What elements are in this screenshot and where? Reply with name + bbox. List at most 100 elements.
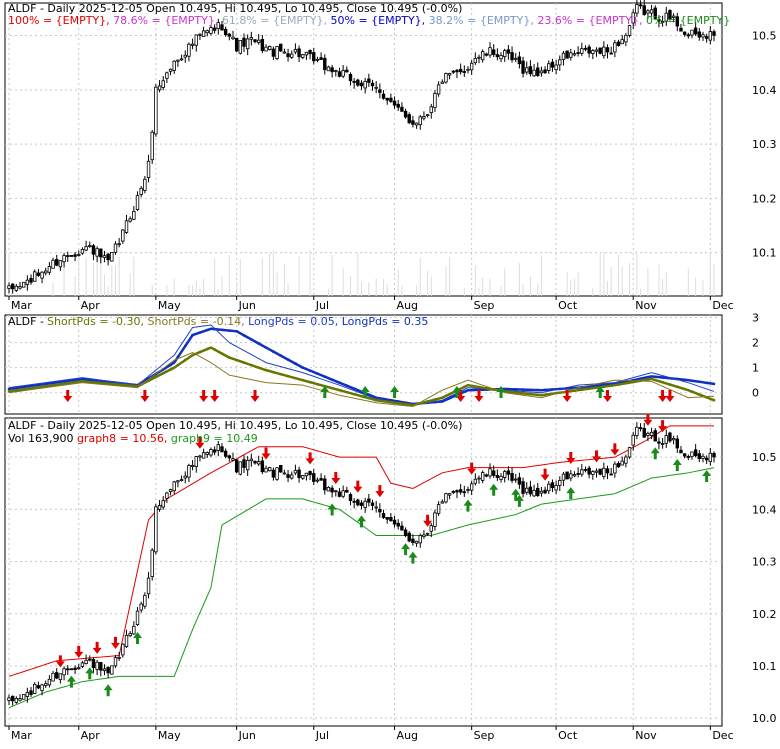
price-volume-bar (221, 276, 223, 296)
price-volume-bar (236, 282, 238, 296)
osc-series-marker (521, 392, 525, 395)
osc-series-marker (22, 388, 25, 391)
price2-up-arrow (401, 543, 411, 556)
price2-candle-body (143, 595, 147, 607)
osc-legend-item: LongPds = 0.05, (245, 315, 339, 328)
price-volume-bar (78, 255, 80, 296)
price-tick-label: 10.1 (752, 247, 777, 260)
price-candle-body (550, 61, 555, 68)
price2-candle-body (62, 668, 66, 676)
price-candle-body (102, 255, 107, 258)
price-volume-bar (474, 265, 476, 296)
price2-down-arrow (423, 514, 433, 527)
price-candle-body (337, 71, 342, 77)
osc-tick-label: 3 (752, 312, 759, 325)
price2-candle-body (451, 491, 455, 493)
price-candle-body (264, 46, 268, 52)
price-candle-body (330, 67, 334, 73)
price-candle-body (686, 34, 690, 37)
price-candle-body (282, 51, 287, 54)
price-candle-body (58, 260, 63, 268)
price-candle-body (77, 254, 81, 256)
osc-series-line (8, 352, 715, 407)
price-volume-bar (118, 256, 120, 296)
price-volume-bar (173, 278, 175, 296)
price-candle-body (407, 114, 411, 124)
price2-candle-body (466, 489, 470, 491)
osc-title: ALDF - (8, 315, 44, 328)
osc-series-marker (15, 386, 18, 390)
osc-series-marker (580, 388, 584, 391)
price2-up-arrow (408, 551, 418, 564)
price-candle-body (602, 46, 606, 57)
price-volume-bar (463, 287, 465, 296)
price-candle-body (708, 31, 713, 41)
osc-tick-label: 2 (752, 337, 759, 350)
osc-legend-item: LongPds = 0.35 (338, 315, 428, 328)
osc-series-marker (382, 397, 385, 401)
price2-candle-body (165, 492, 169, 499)
osc-series-marker (470, 388, 473, 392)
price2-up-arrow (85, 667, 95, 680)
price2-candle-body (201, 452, 206, 459)
osc-series-marker (147, 379, 150, 382)
price-candle-body (168, 68, 173, 72)
price2-candle-body (613, 463, 617, 474)
price2-candle-body (150, 549, 154, 578)
price2-candle-body (337, 491, 342, 497)
price-candle-body (279, 43, 283, 52)
price2-candle-body (521, 481, 525, 494)
price2-candle-body (128, 633, 132, 637)
price2-down-arrow (566, 451, 576, 464)
price2-candle-body (256, 461, 261, 465)
price-candle-body (216, 22, 220, 30)
price-volume-bar (342, 268, 344, 296)
osc-series-marker (374, 399, 378, 402)
osc-series-marker (235, 358, 238, 362)
price2-up-arrow (327, 503, 337, 516)
price-volume-bar (658, 263, 660, 296)
fib-legend-item: 100% = {EMPTY}, (8, 14, 110, 27)
price2-candle-body (334, 490, 338, 493)
price-volume-bar (702, 279, 704, 296)
price2-candle-body (47, 678, 52, 686)
osc-series-marker (330, 378, 334, 381)
price2-month-label: May (158, 729, 181, 742)
price2-candle-body (638, 427, 643, 429)
price-candle-body (18, 286, 22, 289)
osc-series-marker (132, 384, 136, 388)
price-volume-bar (199, 288, 201, 296)
price2-candle-body (381, 513, 386, 518)
price-volume-bar (103, 274, 105, 296)
price2-candle-body (543, 489, 547, 494)
osc-series-marker (228, 356, 231, 359)
osc-series-marker (463, 385, 466, 389)
price2-candle-body (580, 469, 584, 475)
price-candle-body (594, 49, 599, 52)
price-candle-body (179, 58, 184, 61)
price-candle-body (532, 69, 536, 77)
price-candle-body (91, 245, 96, 255)
price2-tick-label: 10.0 (752, 712, 777, 725)
price-volume-bar (298, 256, 300, 296)
osc-series-marker (198, 331, 202, 334)
price2-candle-body (161, 500, 165, 508)
price-candle-body (55, 259, 59, 266)
osc-series-marker (191, 333, 194, 337)
osc-series-marker (66, 382, 69, 385)
osc-series-marker (294, 376, 297, 380)
price-volume-bar (217, 289, 219, 296)
osc-series-marker (632, 378, 635, 382)
osc-series-marker (485, 387, 488, 390)
osc-series-marker (308, 369, 312, 372)
price2-candle-body (268, 467, 272, 472)
price2-candle-body (231, 458, 235, 461)
price-candle-body (14, 285, 19, 291)
price2-candle-body (436, 504, 441, 514)
price2-candle-body (154, 506, 158, 553)
price-volume-bar (349, 276, 351, 296)
price2-candle-body (370, 502, 375, 506)
price2-candle-body (18, 698, 22, 701)
price-candle-body (301, 54, 305, 58)
osc-down-arrow (603, 390, 613, 402)
